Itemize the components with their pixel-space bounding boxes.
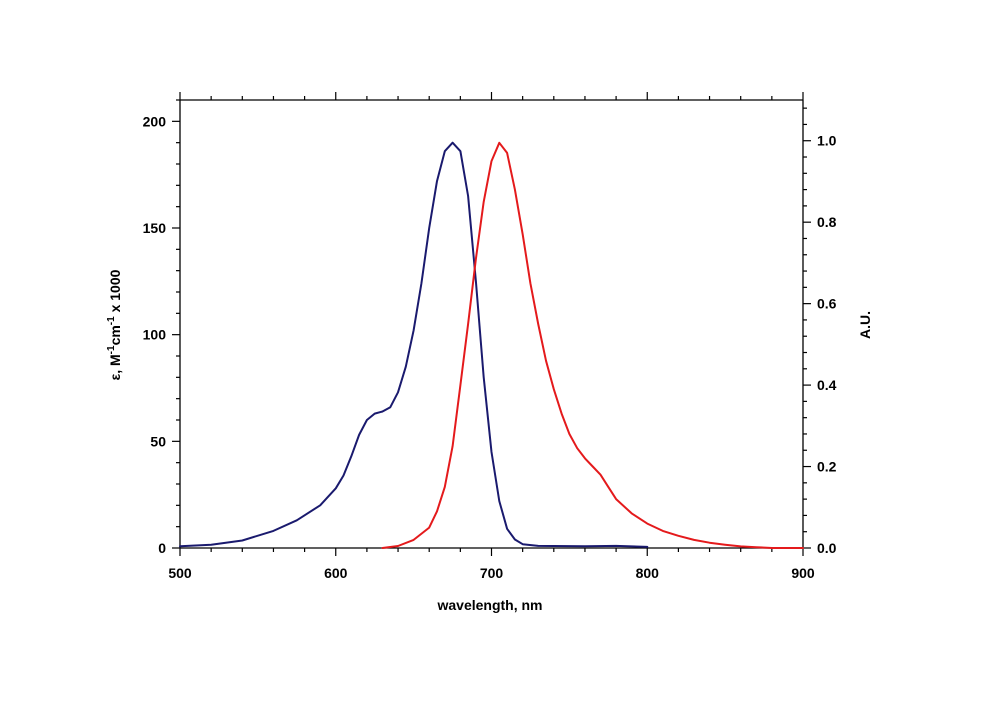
y-left-title-sup1: -1 (106, 345, 117, 354)
y-left-title-sup2: -1 (106, 316, 117, 325)
series-group (179, 141, 804, 549)
y-right-tick-label: 0.0 (817, 540, 837, 556)
y-right-tick-label: 0.8 (817, 214, 837, 230)
y-left-title-mid: cm (107, 325, 123, 345)
ticks-group (172, 92, 811, 556)
tick-labels-group: 500 600 700 800 900 0 50 100 150 200 0.0 0.2 0.4 0.6 0… (143, 113, 837, 581)
y-right-axis-title: A.U. (857, 311, 873, 339)
x-tick-label: 900 (791, 565, 815, 581)
y-right-tick-label: 0.6 (817, 296, 837, 312)
y-left-tick-label: 0 (158, 540, 166, 556)
absorption-series-line (179, 141, 649, 548)
y-left-tick-label: 100 (143, 327, 167, 343)
y-right-tick-label: 0.2 (817, 459, 837, 475)
y-right-tick-label: 0.4 (817, 377, 837, 393)
x-tick-label: 700 (480, 565, 504, 581)
emission-series-line (381, 141, 804, 549)
axes-group (179, 99, 804, 549)
y-left-tick-label: 50 (150, 433, 166, 449)
y-left-title-base: ε, M (107, 354, 123, 380)
y-left-tick-label: 200 (143, 113, 167, 129)
y-right-tick-label: 1.0 (817, 133, 837, 149)
y-left-tick-label: 150 (143, 220, 167, 236)
y-left-title-tail: x 1000 (107, 269, 123, 316)
x-axis-title: wavelength, nm (436, 597, 542, 613)
y-left-axis-title: ε, M-1cm-1 x 1000 (106, 269, 123, 380)
x-tick-label: 800 (636, 565, 660, 581)
x-tick-label: 500 (168, 565, 192, 581)
x-tick-label: 600 (324, 565, 348, 581)
